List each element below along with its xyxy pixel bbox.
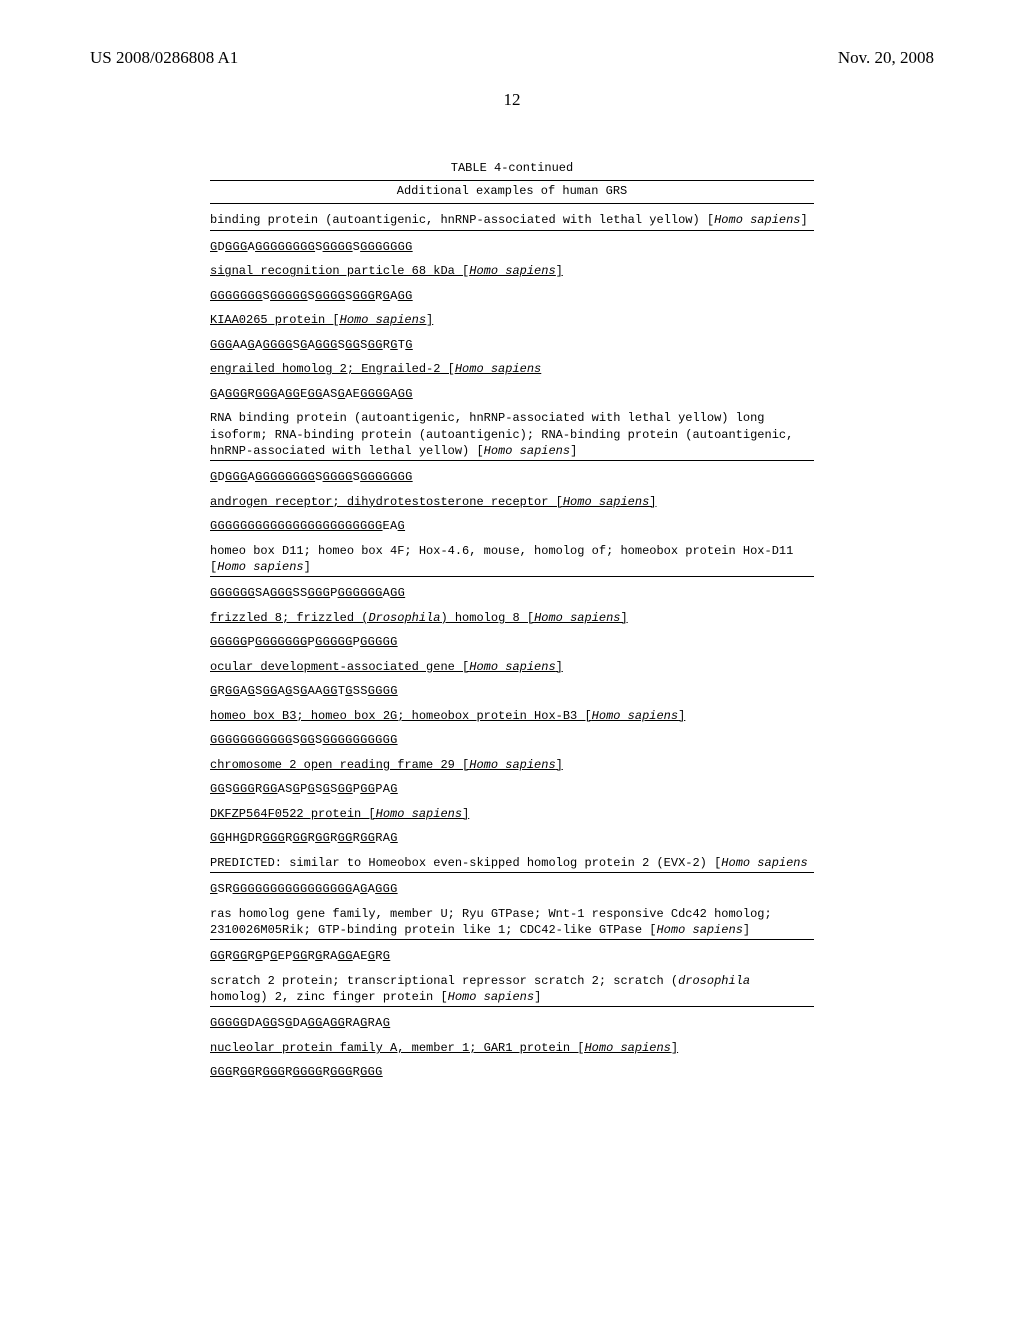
sequence: GGGGGDAGGSGDAGGAGGRAGRAG <box>210 1015 814 1032</box>
protein-description: PREDICTED: similar to Homeobox even-skip… <box>210 855 814 873</box>
protein-description: ras homolog gene family, member U; Ryu G… <box>210 906 814 940</box>
table-container: TABLE 4-continued Additional examples of… <box>210 160 814 1081</box>
protein-description: chromosome 2 open reading frame 29 [Homo… <box>210 757 814 773</box>
page-number: 12 <box>0 90 1024 110</box>
protein-description: homeo box D11; homeo box 4F; Hox-4.6, mo… <box>210 543 814 577</box>
table-entry: androgen receptor; dihydrotestosterone r… <box>210 494 814 535</box>
sequence: GGSGGGRGGASGPGSGSGGPGGPAG <box>210 781 814 798</box>
protein-description: binding protein (autoantigenic, hnRNP-as… <box>210 212 814 230</box>
protein-description: scratch 2 protein; transcriptional repre… <box>210 973 814 1007</box>
sequence: GGGGGGGGGGGSGGSGGGGGGGGGG <box>210 732 814 749</box>
sequence: GAGGGRGGGAGGEGGASGAEGGGGAGG <box>210 386 814 403</box>
table-title: TABLE 4-continued <box>210 160 814 176</box>
table-entry: KIAA0265 protein [Homo sapiens] GGGAAGAGG… <box>210 312 814 353</box>
table-entry: signal recognition particle 68 kDa [Homo… <box>210 263 814 304</box>
sequence: GDGGGAGGGGGGGGSGGGGSGGGGGGG <box>210 239 814 256</box>
protein-description: signal recognition particle 68 kDa [Homo… <box>210 263 814 279</box>
patent-date: Nov. 20, 2008 <box>838 48 934 68</box>
protein-description: androgen receptor; dihydrotestosterone r… <box>210 494 814 510</box>
table-entry: scratch 2 protein; transcriptional repre… <box>210 973 814 1032</box>
sequence: GSRGGGGGGGGGGGGGGGGAGAGGG <box>210 881 814 898</box>
protein-description: KIAA0265 protein [Homo sapiens] <box>210 312 814 328</box>
protein-description: engrailed homolog 2; Engrailed-2 [Homo s… <box>210 361 814 377</box>
protein-description: DKFZP564F0522 protein [Homo sapiens] <box>210 806 814 822</box>
sequence: GGGGGGGSGGGGGSGGGGSGGGRGAGG <box>210 288 814 305</box>
table-entry: homeo box B3; homeo box 2G; homeobox pro… <box>210 708 814 749</box>
table-entry: nucleolar protein family A, member 1; GA… <box>210 1040 814 1081</box>
table-entry: frizzled 8; frizzled (Drosophila) homolo… <box>210 610 814 651</box>
table-entries: binding protein (autoantigenic, hnRNP-as… <box>210 212 814 1081</box>
sequence: GRGGAGSGGAGSGAAGGTGSSGGGG <box>210 683 814 700</box>
sequence: GGGGGGSAGGGSSGGGPGGGGGGAGG <box>210 585 814 602</box>
table-entry: chromosome 2 open reading frame 29 [Homo… <box>210 757 814 798</box>
sequence: GDGGGAGGGGGGGGSGGGGSGGGGGGG <box>210 469 814 486</box>
table-entry: ras homolog gene family, member U; Ryu G… <box>210 906 814 965</box>
table-entry: ocular development-associated gene [Homo… <box>210 659 814 700</box>
sequence: GGGAAGAGGGGSGAGGGSGGSGGRGTG <box>210 337 814 354</box>
protein-description: nucleolar protein family A, member 1; GA… <box>210 1040 814 1056</box>
table-caption: Additional examples of human GRS <box>210 181 814 204</box>
page-header: US 2008/0286808 A1 Nov. 20, 2008 <box>90 48 934 68</box>
table-entry: RNA binding protein (autoantigenic, hnRN… <box>210 410 814 485</box>
table-entry: binding protein (autoantigenic, hnRNP-as… <box>210 212 814 255</box>
protein-description: homeo box B3; homeo box 2G; homeobox pro… <box>210 708 814 724</box>
sequence: GGGRGGRGGGRGGGGRGGGRGGG <box>210 1064 814 1081</box>
protein-description: RNA binding protein (autoantigenic, hnRN… <box>210 410 814 461</box>
sequence: GGGGGPGGGGGGGPGGGGGPGGGGG <box>210 634 814 651</box>
sequence: GGGGGGGGGGGGGGGGGGGGGGGEAG <box>210 518 814 535</box>
protein-description: ocular development-associated gene [Homo… <box>210 659 814 675</box>
sequence: GGRGGRGPGEPGGRGRAGGAEGRG <box>210 948 814 965</box>
table-entry: homeo box D11; homeo box 4F; Hox-4.6, mo… <box>210 543 814 602</box>
protein-description: frizzled 8; frizzled (Drosophila) homolo… <box>210 610 814 626</box>
sequence: GGHHGDRGGGRGGRGGRGGRGGRAG <box>210 830 814 847</box>
table-entry: PREDICTED: similar to Homeobox even-skip… <box>210 855 814 898</box>
table-entry: engrailed homolog 2; Engrailed-2 [Homo s… <box>210 361 814 402</box>
table-entry: DKFZP564F0522 protein [Homo sapiens] GGHH… <box>210 806 814 847</box>
patent-id: US 2008/0286808 A1 <box>90 48 238 68</box>
